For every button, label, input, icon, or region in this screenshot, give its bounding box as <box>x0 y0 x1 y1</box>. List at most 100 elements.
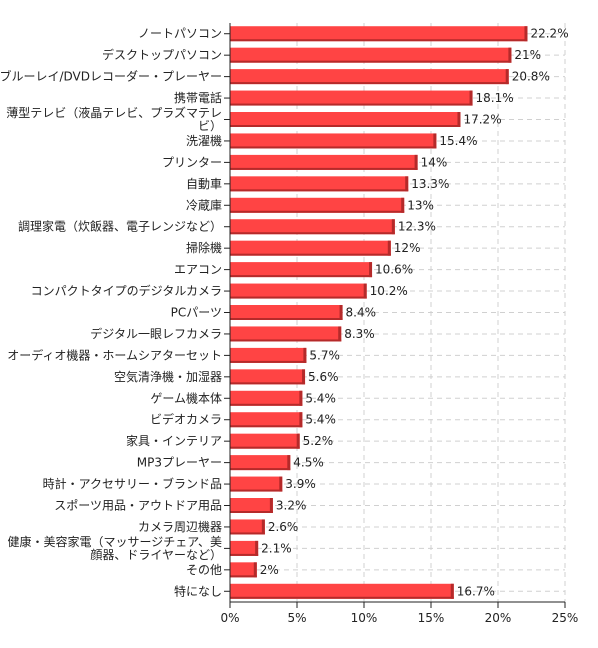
bar-edge <box>508 47 512 63</box>
bar-bottom-edge <box>230 296 367 299</box>
value-label: 14% <box>421 155 448 169</box>
bar-edge <box>303 347 307 363</box>
bar-bottom-edge <box>230 446 300 449</box>
bar-bottom-edge <box>230 253 391 256</box>
value-label: 5.7% <box>309 348 340 362</box>
bar-bottom-edge <box>230 39 528 42</box>
x-tick-label: 0% <box>220 611 239 625</box>
bar-edge <box>299 412 303 428</box>
value-label: 13% <box>407 198 434 212</box>
bar-edge <box>524 26 528 42</box>
category-label: プリンター <box>162 155 222 169</box>
bar-bottom-edge <box>230 575 257 578</box>
bar <box>230 519 265 535</box>
category-label-line: ビ） <box>198 119 222 133</box>
bar-edge <box>433 133 437 149</box>
x-tick-label: 25% <box>552 611 579 625</box>
category-label-line: 携帯電話 <box>174 90 222 105</box>
bar-edge <box>255 540 259 556</box>
bar-edge <box>363 283 367 299</box>
value-label: 10.2% <box>370 284 408 298</box>
bar <box>230 369 306 385</box>
bar-bottom-edge <box>230 360 307 363</box>
category-label: 携帯電話 <box>174 90 222 105</box>
category-label: 自動車 <box>186 177 222 191</box>
bar <box>230 112 461 127</box>
value-label: 12% <box>394 241 421 255</box>
category-label-line: 冷蔵庫 <box>186 198 222 212</box>
category-label: 時計・アクセサリー・ブランド品 <box>43 476 222 491</box>
value-label: 5.6% <box>308 370 339 384</box>
category-label: 掃除機 <box>186 240 222 255</box>
value-label: 10.6% <box>375 263 413 277</box>
category-label-line: デスクトップパソコン <box>102 47 222 62</box>
bar-bottom-edge <box>230 275 373 278</box>
value-label: 12.3% <box>398 220 436 234</box>
category-label: 洗濯機 <box>186 133 222 148</box>
category-label-line: 洗濯機 <box>186 133 222 148</box>
bar <box>230 390 303 406</box>
bar <box>230 154 418 170</box>
bar-bottom-edge <box>230 189 409 192</box>
category-label: カメラ周辺機器 <box>138 519 222 534</box>
bar-edge <box>401 197 405 213</box>
bar-bottom-edge <box>230 318 343 320</box>
bar-bottom-edge <box>230 468 291 471</box>
category-label-line: MP3プレーヤー <box>137 456 222 470</box>
bar-bottom-edge <box>230 511 273 513</box>
category-label-line: ブルーレイ/DVDレコーダー・プレーヤー <box>0 69 222 84</box>
bar <box>230 240 391 256</box>
value-label: 15.4% <box>439 134 477 148</box>
bar <box>230 197 405 213</box>
category-label-line: 特になし <box>174 583 222 598</box>
bar-edge <box>253 562 257 578</box>
bars <box>230 26 528 599</box>
bar-edge <box>369 262 373 278</box>
value-label: 8.3% <box>344 327 375 341</box>
value-label: 3.2% <box>276 499 307 513</box>
category-label-line: ノートパソコン <box>138 27 222 41</box>
bar <box>230 412 303 428</box>
bar <box>230 583 454 599</box>
category-label: デジタル一眼レフカメラ <box>90 326 222 341</box>
category-label: 特になし <box>174 583 222 598</box>
category-label-line: 健康・美容家電（マッサージチェア、美 <box>7 534 222 549</box>
bar-edge <box>302 369 306 385</box>
value-label: 2.1% <box>261 541 292 555</box>
bar-edge <box>338 326 342 342</box>
bar <box>230 498 273 513</box>
bar-bottom-edge <box>230 596 454 599</box>
bar-bottom-edge <box>230 125 461 127</box>
bar-edge <box>414 154 418 170</box>
value-label: 5.4% <box>305 391 336 405</box>
bar-edge <box>287 455 291 471</box>
bar <box>230 433 300 449</box>
category-label-line: 空気清浄機・加湿器 <box>114 369 222 384</box>
bar <box>230 305 343 320</box>
category-label-line: その他 <box>186 563 222 577</box>
bar <box>230 283 367 299</box>
category-label: ビデオカメラ <box>150 412 222 427</box>
bar-bottom-edge <box>230 146 437 149</box>
bar <box>230 176 409 192</box>
bar-bottom-edge <box>230 382 306 385</box>
category-label-line: オーディオ機器・ホームシアターセット <box>7 347 222 362</box>
bar-bottom-edge <box>230 425 303 428</box>
bar-edge <box>296 433 300 449</box>
category-label: ゲーム機本体 <box>150 390 222 405</box>
bar-bottom-edge <box>230 232 395 235</box>
bar-bottom-edge <box>230 403 303 406</box>
value-label: 5.4% <box>305 413 336 427</box>
category-label: MP3プレーヤー <box>137 456 222 470</box>
x-tick-label: 10% <box>351 611 378 625</box>
bar <box>230 326 342 342</box>
category-label: デスクトップパソコン <box>102 47 222 62</box>
value-label: 16.7% <box>457 584 495 598</box>
category-label-line: ゲーム機本体 <box>150 390 222 405</box>
bar-bottom-edge <box>230 553 259 556</box>
value-label: 2.6% <box>268 520 299 534</box>
category-label: 調理家電（炊飯器、電子レンジなど） <box>18 219 222 234</box>
bar <box>230 540 259 556</box>
bar-edge <box>457 112 461 127</box>
bar <box>230 476 283 492</box>
